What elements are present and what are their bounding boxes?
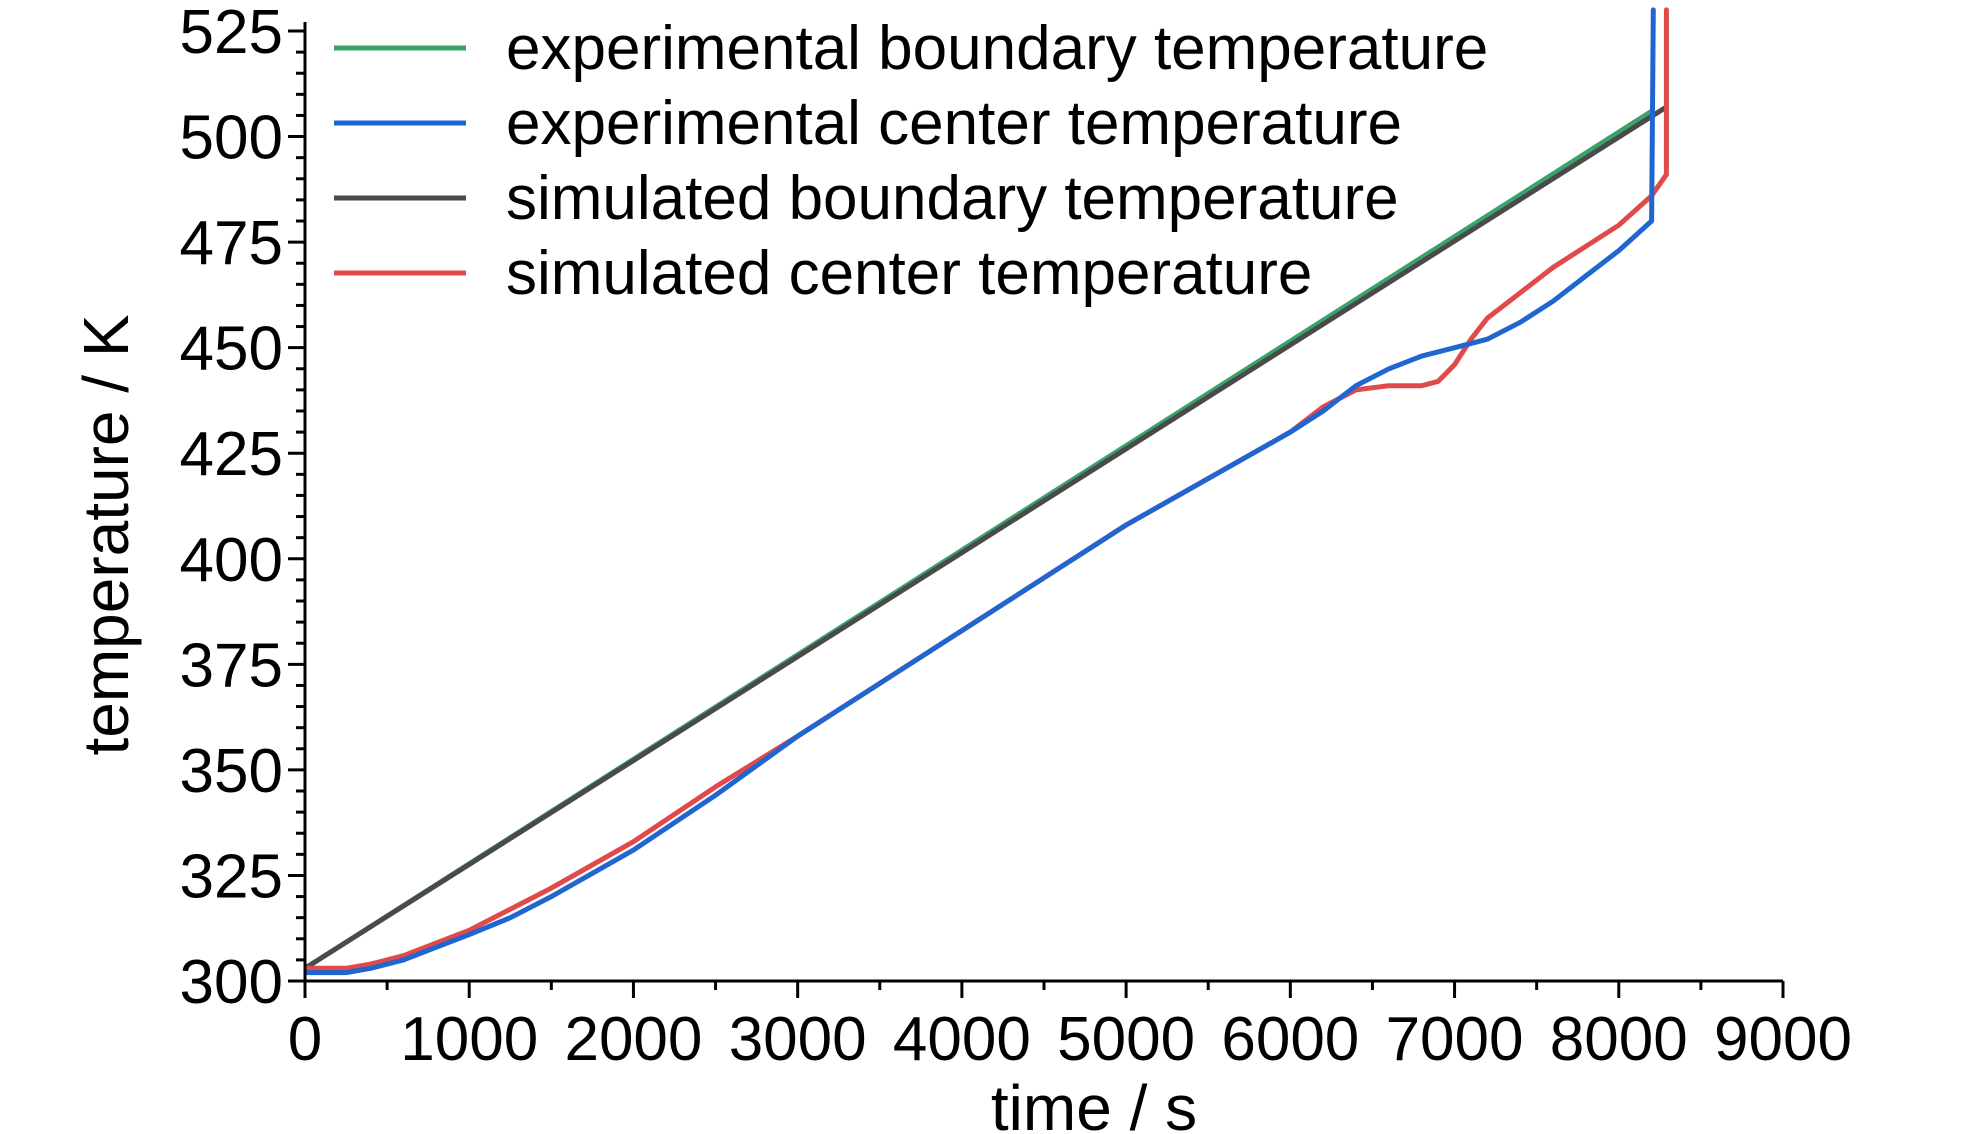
x-tick-label: 7000 — [1386, 1005, 1524, 1074]
x-tick-label: 5000 — [1057, 1005, 1195, 1074]
y-tick-label: 375 — [180, 631, 283, 700]
x-axis-label: time / s — [991, 1072, 1197, 1134]
legend-label: experimental boundary temperature — [506, 14, 1488, 83]
legend-label: simulated center temperature — [506, 239, 1312, 308]
series-line-experimental-center-temperature — [305, 7, 1656, 976]
y-tick-label: 450 — [180, 315, 283, 384]
x-tick-label: 6000 — [1221, 1005, 1359, 1074]
legend-label: simulated boundary temperature — [506, 164, 1399, 233]
axis-ticks: 0 1000 2000 3000 4000 5000 6000 7000 8000 9000 300… — [180, 0, 1852, 1074]
x-tick-label: 3000 — [729, 1005, 867, 1074]
y-tick-label: 325 — [180, 842, 283, 911]
legend-background — [318, 0, 1298, 305]
y-tick-label: 500 — [180, 104, 283, 173]
legend-item: simulated center temperature — [334, 239, 1312, 308]
x-tick-label: 0 — [288, 1005, 322, 1074]
y-tick-label: 350 — [180, 737, 283, 806]
x-tick-label: 9000 — [1714, 1005, 1852, 1074]
legend-item: experimental center temperature — [334, 89, 1402, 158]
series-line-simulated-boundary-temperature — [305, 104, 1669, 971]
legend: experimental boundary temperatureexperim… — [318, 0, 1488, 308]
y-tick-label: 425 — [180, 420, 283, 489]
plot-area — [305, 7, 1669, 976]
legend-item: experimental boundary temperature — [334, 14, 1488, 83]
legend-item: simulated boundary temperature — [334, 164, 1399, 233]
y-axis-label: temperature / K — [70, 314, 142, 755]
y-tick-label: 400 — [180, 526, 283, 595]
y-tick-label: 525 — [180, 0, 283, 67]
y-tick-label: 300 — [180, 948, 283, 1017]
x-tick-label: 8000 — [1550, 1005, 1688, 1074]
x-tick-label: 2000 — [564, 1005, 702, 1074]
x-tick-label: 4000 — [893, 1005, 1031, 1074]
y-tick-label: 475 — [180, 209, 283, 278]
legend-label: experimental center temperature — [506, 89, 1402, 158]
x-tick-label: 1000 — [400, 1005, 538, 1074]
